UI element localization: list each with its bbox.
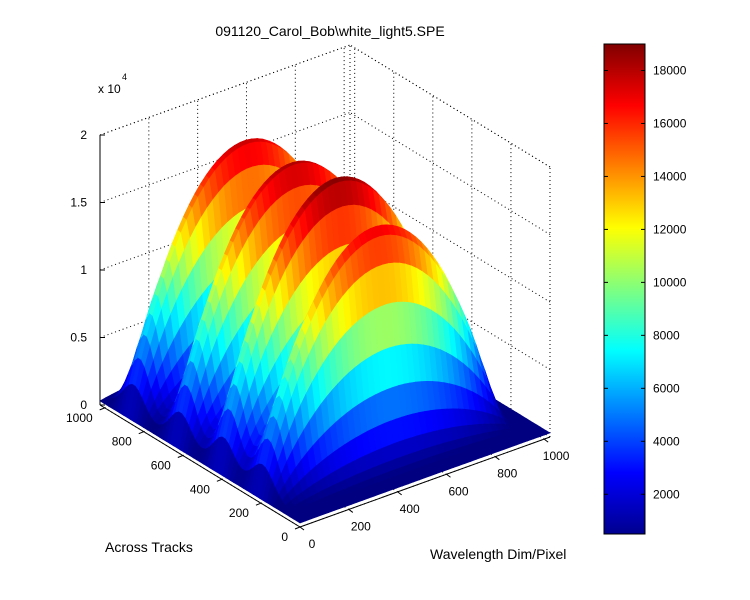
colorbar-tick-label: 4000 [653, 434, 680, 448]
colorbar-ticks: 2000 4000 6000 8000 10000 12000 14000 16000 1800… [604, 63, 687, 501]
z-tick-label: 1.5 [70, 196, 87, 210]
colorbar-tick-label: 14000 [653, 169, 687, 183]
z-tick-label: 1 [80, 263, 87, 277]
y-tick-mark [294, 526, 301, 530]
x-tick-mark [397, 491, 402, 496]
surface-plot [99, 138, 551, 524]
colorbar-tick-label: 6000 [653, 381, 680, 395]
x-tick-label: 0 [309, 537, 316, 551]
colorbar-tick-label: 10000 [653, 275, 687, 289]
x-tick-mark [446, 473, 451, 478]
y-tick-mark [255, 502, 262, 506]
y-tick-mark [177, 455, 183, 458]
x-tick-label: 600 [448, 484, 468, 498]
x-tick-mark [299, 526, 305, 531]
y-tick-label: 200 [229, 506, 249, 520]
box-edge [349, 44, 551, 168]
chart-title: 091120_Carol_Bob\white_light5.SPE [215, 23, 444, 39]
y-axis-label: Across Tracks [105, 539, 193, 555]
y-tick-label: 800 [112, 435, 132, 449]
y-tick-mark [216, 478, 223, 482]
colorbar: 2000 4000 6000 8000 10000 12000 14000 16000 1800… [603, 43, 687, 535]
colorbar-tick-label: 12000 [653, 222, 687, 236]
y-tick-label: 1000 [66, 411, 93, 425]
y-tick-label: 0 [281, 530, 288, 544]
y-tick-mark [99, 407, 105, 411]
z-tick-label: 2 [80, 128, 87, 142]
x-tick-label: 800 [497, 467, 517, 481]
x-tick-label: 1000 [543, 449, 570, 463]
x-axis-line [299, 436, 551, 528]
surface-patch [540, 430, 551, 436]
colorbar-tick-label: 8000 [653, 328, 680, 342]
z-exponent-power: 4 [122, 72, 127, 82]
y-tick-label: 400 [190, 482, 210, 496]
y-tick-mark [138, 431, 144, 435]
colorbar-tick-label: 18000 [653, 63, 687, 77]
x-axis-label: Wavelength Dim/Pixel [430, 546, 566, 562]
x-tick-mark [495, 456, 500, 461]
z-exponent-label: x 10 [98, 82, 121, 96]
z-tick-label: 0 [80, 398, 87, 412]
colorbar-tick-label: 16000 [653, 116, 687, 130]
x-tick-label: 200 [351, 519, 371, 533]
x-tick-label: 400 [400, 502, 420, 516]
box-edge [99, 44, 351, 136]
y-tick-label: 600 [151, 459, 171, 473]
z-tick-label: 0.5 [70, 331, 87, 345]
colorbar-tick-label: 2000 [653, 487, 680, 501]
colorbar-gradient [603, 43, 646, 535]
y-axis-line [99, 404, 301, 528]
x-tick-mark [348, 509, 354, 513]
x-tick-mark [543, 438, 549, 443]
axis-ticks: 020040060080010000200400600800100000.511… [66, 128, 570, 551]
